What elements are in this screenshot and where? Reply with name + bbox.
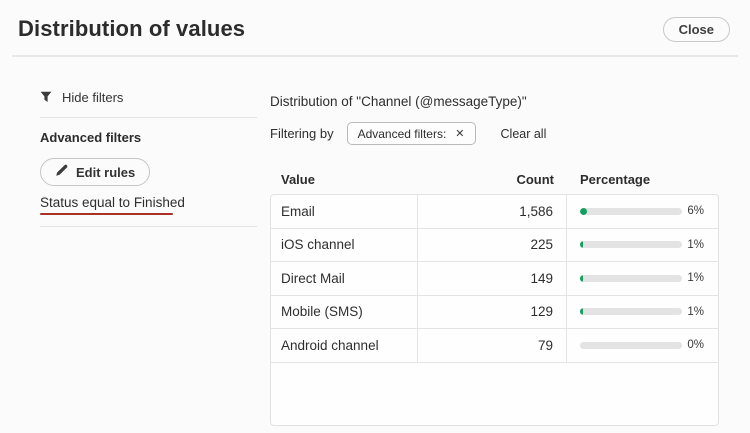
percentage-bar-track [580,274,682,282]
header-divider [12,55,738,57]
sidebar-divider [40,226,257,227]
filtering-by-label: Filtering by [270,126,334,141]
advanced-filters-heading: Advanced filters [40,130,142,145]
value-cell: Android channel [271,329,418,362]
value-cell: iOS channel [271,228,418,261]
percentage-cell: 0% [567,329,718,362]
chip-remove-icon[interactable]: ✕ [455,128,465,140]
percentage-bar-track [580,308,682,316]
count-cell: 129 [418,295,567,328]
percentage-bar-fill [580,308,583,316]
count-cell: 1,586 [418,195,567,228]
percentage-cell: 1% [567,262,718,295]
table-row[interactable]: iOS channel 225 1% [271,228,718,262]
distribution-heading: Distribution of "Channel (@messageType)" [270,94,527,109]
dialog-header: Distribution of values Close [0,0,750,56]
sidebar-divider [40,117,257,118]
distribution-panel: Distribution of "Channel (@messageType)"… [270,94,722,426]
table-row[interactable]: Mobile (SMS) 129 1% [271,295,718,329]
percentage-bar-fill [580,274,583,282]
percentage-cell: 6% [567,195,718,228]
chip-label: Advanced filters: [357,126,447,141]
percentage-cell: 1% [567,229,718,262]
value-cell: Email [271,195,418,228]
table-row[interactable]: Email 1,586 6% [271,195,718,229]
count-cell: 79 [418,329,567,362]
percentage-bar-track [580,207,682,215]
table-row[interactable]: Android channel 79 0% [271,329,718,363]
count-cell: 149 [418,262,567,295]
filter-rule-underline [40,213,173,215]
filters-panel: Hide filters Advanced filters Edit rules… [40,88,257,227]
edit-rules-label: Edit rules [76,164,136,180]
column-header-percentage: Percentage [580,172,651,187]
distribution-table: Value Count Percentage Email 1,586 6% iO… [270,165,719,426]
percentage-bar-fill [580,241,583,249]
page-title: Distribution of values [18,16,246,41]
hide-filters-label: Hide filters [62,89,124,105]
percentage-label: 0% [687,339,704,352]
close-button[interactable]: Close [662,17,730,42]
percentage-label: 6% [687,205,704,218]
table-header: Value Count Percentage [270,165,719,194]
edit-rules-button[interactable]: Edit rules [40,158,151,186]
table-row[interactable]: Direct Mail 149 1% [271,262,718,296]
value-cell: Mobile (SMS) [271,295,418,328]
count-cell: 225 [418,228,567,261]
column-header-count: Count [516,172,554,187]
clear-all-link[interactable]: Clear all [500,126,547,141]
table-body: Email 1,586 6% iOS channel 225 1% Direct… [270,194,719,426]
percentage-bar-track [580,341,682,349]
filtering-by-row: Filtering by Advanced filters: ✕ Clear a… [270,122,722,145]
percentage-label: 1% [687,305,704,318]
filter-rule-text: Status equal to Finished [40,195,185,210]
column-header-value: Value [281,172,315,187]
pencil-icon [55,164,68,180]
value-cell: Direct Mail [271,262,418,295]
advanced-filters-chip[interactable]: Advanced filters: ✕ [346,122,476,145]
percentage-label: 1% [687,272,704,285]
percentage-bar-track [580,241,682,249]
percentage-label: 1% [687,238,704,251]
percentage-bar-fill [580,207,587,215]
hide-filters-toggle[interactable]: Hide filters [40,88,257,106]
filter-funnel-icon [40,91,52,103]
percentage-cell: 1% [567,296,718,329]
